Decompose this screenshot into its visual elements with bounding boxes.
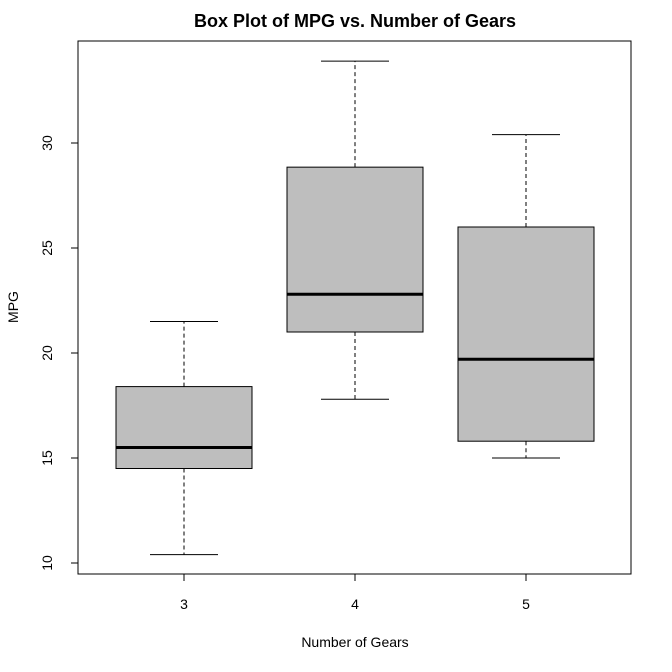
box-group-gear-5	[457, 134, 595, 459]
box-group-gear-4	[286, 60, 424, 400]
iqr-box	[115, 386, 253, 470]
x-axis-label: Number of Gears	[301, 634, 408, 650]
y-tick-label: 25	[39, 240, 55, 256]
x-tick-label: 5	[522, 596, 530, 612]
y-tick-label: 20	[39, 345, 55, 361]
x-axis: 3 4 5	[180, 573, 530, 612]
chart-title: Box Plot of MPG vs. Number of Gears	[194, 11, 516, 31]
y-tick-label: 30	[39, 135, 55, 151]
iqr-box	[457, 226, 595, 442]
box-group-gear-3	[115, 321, 253, 556]
y-tick-label: 10	[39, 555, 55, 571]
y-axis-label: MPG	[5, 291, 21, 323]
y-axis: 10 15 20 25 30	[39, 135, 79, 571]
x-tick-label: 4	[351, 596, 359, 612]
x-tick-label: 3	[180, 596, 188, 612]
iqr-box	[286, 166, 424, 333]
boxes-layer	[115, 60, 595, 556]
y-tick-label: 15	[39, 450, 55, 466]
